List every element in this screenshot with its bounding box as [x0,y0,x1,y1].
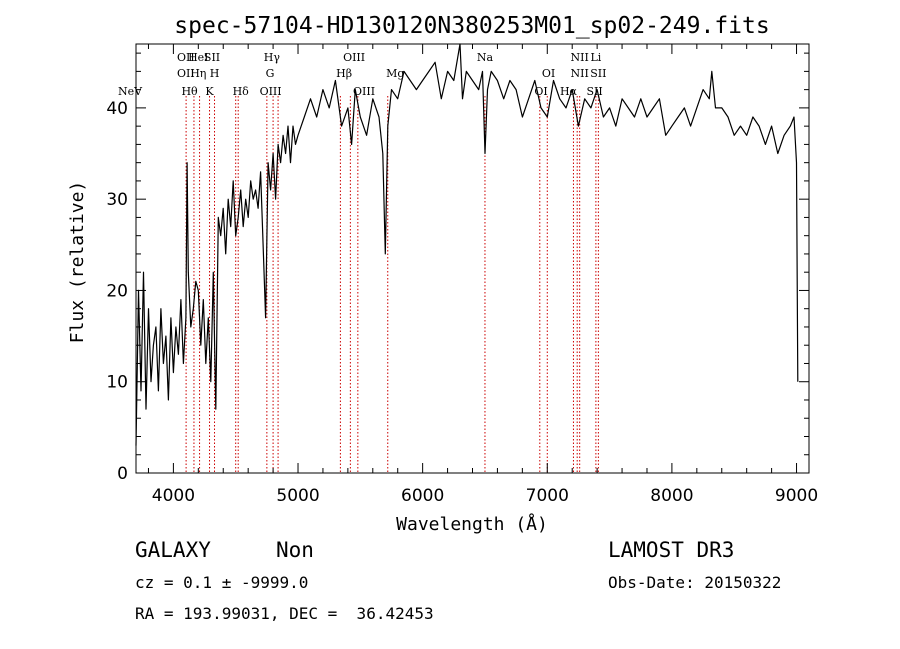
marker-label: Hη [190,67,206,80]
y-axis-title: Flux (relative) [67,181,88,344]
redshift-line: cz = 0.1 ± -9999.0 [135,573,309,592]
marker-label: OIII [353,85,375,98]
marker-label: K [205,85,214,98]
marker-label: OIII [343,51,365,64]
x-axis-title: Wavelength (Å) [396,513,548,535]
marker-label: NII [571,67,589,80]
marker-label: SII [204,51,220,64]
marker-label: OII [177,51,195,64]
marker-label: Hδ [233,85,250,98]
x-tick-label: 9000 [775,486,818,506]
spectrum-line [135,43,799,446]
x-tick-label: 8000 [650,486,693,506]
y-tick-label: 40 [106,99,128,119]
y-tick-label: 10 [106,373,128,393]
plot-frame [135,43,810,474]
coords-line: RA = 193.99031, DEC = 36.42453 [135,604,434,623]
marker-label: NII [571,51,589,64]
marker-label: Hβ [336,67,352,80]
classification-label: GALAXY [135,538,211,562]
subclass-label: Non [276,538,314,562]
x-tick-label: 4000 [152,486,195,506]
y-tick-label: 30 [106,190,128,210]
chart-title: spec-57104-HD130120N380253M01_sp02-249.f… [174,13,769,39]
y-tick-label: 20 [106,281,128,301]
x-tick-label: 6000 [401,486,444,506]
marker-label: OI [542,67,555,80]
x-tick-label: 5000 [276,486,319,506]
emission-line-labels: NeVOIIOIIHθHeIHηKSIIHHδHγGOIIIOIIIHβOIII… [118,51,607,98]
emission-line-markers [185,96,599,473]
marker-label: Hθ [181,85,198,98]
marker-label: SII [590,67,606,80]
marker-label: Li [590,51,601,64]
marker-label: Na [477,51,494,64]
survey-label: LAMOST DR3 [608,538,735,562]
y-tick-label: 0 [117,464,128,484]
marker-label: HeI [188,51,208,64]
obs-date-line: Obs-Date: 20150322 [608,573,782,592]
marker-label: H [210,67,220,80]
marker-label: NeV [118,85,143,98]
x-axis: 4000 5000 6000 7000 8000 9000 [147,44,818,506]
y-axis: 0 10 20 30 40 [106,52,809,484]
x-tick-label: 7000 [526,486,569,506]
marker-label: Hα [560,85,578,98]
marker-label: OII [177,67,195,80]
marker-label: OIII [260,85,282,98]
marker-label: G [266,67,275,80]
marker-label: Hγ [264,51,281,64]
marker-label: Mg [386,67,404,80]
